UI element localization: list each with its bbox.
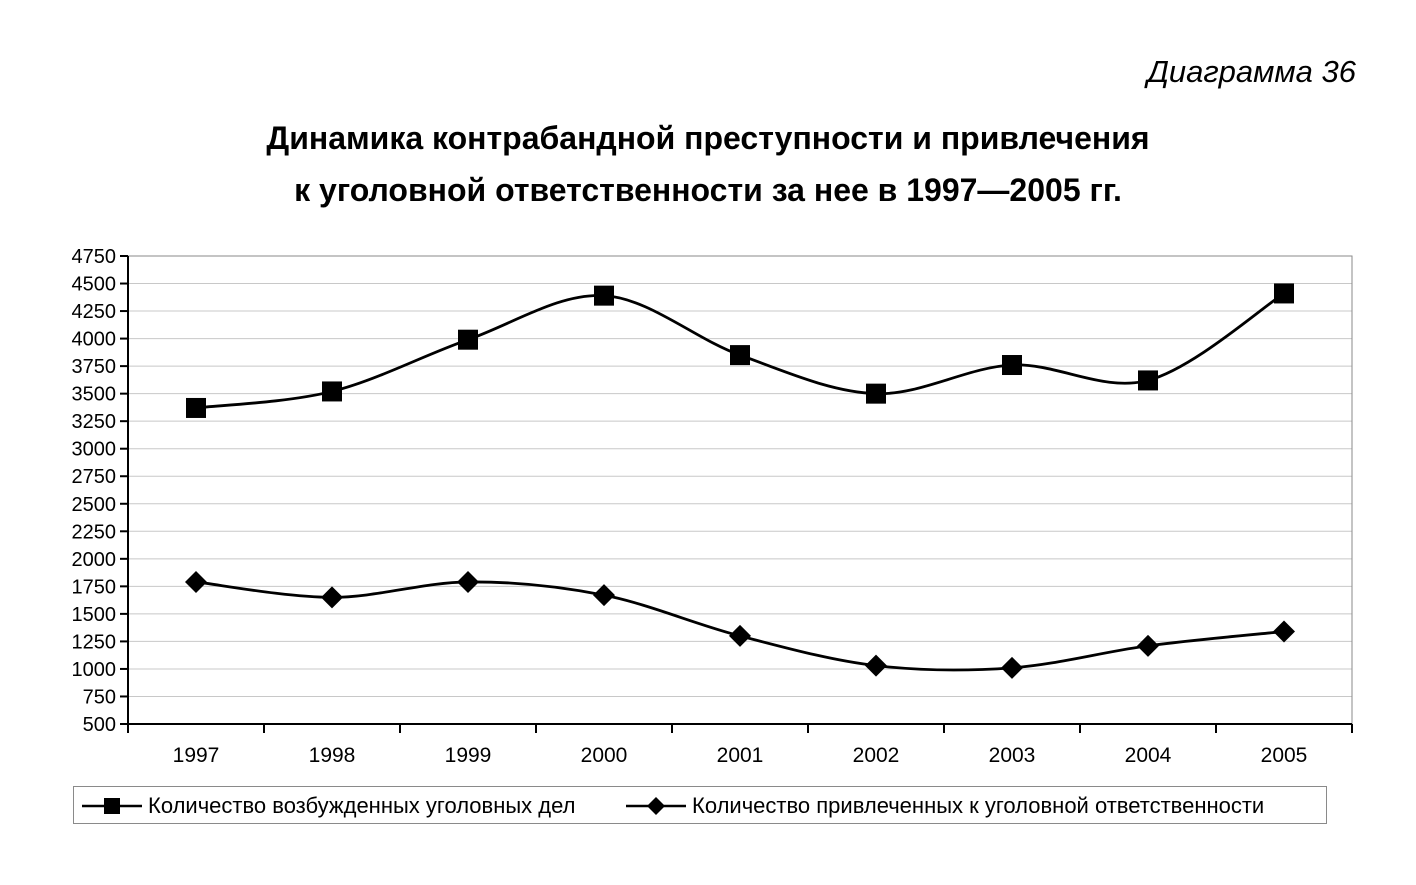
y-tick-label: 3750 <box>72 356 117 378</box>
x-tick-label: 2003 <box>989 744 1036 767</box>
data-point-diamond <box>1137 634 1159 657</box>
chart-title: Динамика контрабандной преступности и пр… <box>0 112 1416 216</box>
diamond-marker-icon <box>626 797 686 815</box>
chart-title-line-1: Динамика контрабандной преступности и пр… <box>266 120 1150 156</box>
y-tick-label: 3250 <box>72 411 117 433</box>
data-point-diamond <box>457 570 479 593</box>
data-point-diamond <box>1273 620 1295 643</box>
figure-label: Диаграмма 36 <box>1147 54 1356 89</box>
y-tick-label: 4250 <box>72 301 117 323</box>
plot-frame <box>127 255 1353 725</box>
legend-label-prosecuted: Количество привлеченных к уголовной отве… <box>692 793 1265 818</box>
legend-item-cases: Количество возбужденных уголовных дел <box>80 787 575 825</box>
data-point-square <box>458 329 478 350</box>
y-tick-label: 2750 <box>72 466 117 488</box>
y-tick-label: 750 <box>83 686 116 708</box>
y-tick-label: 500 <box>83 714 116 736</box>
data-point-square <box>322 381 342 402</box>
y-tick-label: 2500 <box>72 494 117 516</box>
legend-item-prosecuted: Количество привлеченных к уголовной отве… <box>624 787 1264 825</box>
y-tick-label: 2250 <box>72 521 117 543</box>
y-tick-label: 4750 <box>72 246 117 268</box>
x-tick-label: 1999 <box>445 744 492 767</box>
chart-title-line-2: к уголовной ответственности за нее в 199… <box>294 172 1122 208</box>
x-tick-label: 2000 <box>581 744 628 767</box>
x-tick-label: 2002 <box>853 744 900 767</box>
x-tick-label: 2005 <box>1261 744 1308 767</box>
data-point-diamond <box>729 624 751 647</box>
x-tick-label: 1998 <box>309 744 356 767</box>
y-tick-label: 3500 <box>72 384 117 406</box>
x-tick-label: 1997 <box>173 744 220 767</box>
y-tick-label: 4000 <box>72 329 117 351</box>
data-point-square <box>1002 355 1022 376</box>
data-point-diamond <box>865 654 887 677</box>
y-tick-label: 1250 <box>72 631 117 653</box>
data-point-square <box>1274 283 1294 304</box>
data-point-diamond <box>321 586 343 609</box>
square-marker-icon <box>82 798 142 814</box>
data-point-square <box>866 383 886 404</box>
x-tick-label: 2004 <box>1125 744 1172 767</box>
data-point-diamond <box>1001 656 1023 679</box>
y-tick-label: 4500 <box>72 274 117 296</box>
data-point-square <box>730 345 750 366</box>
data-point-square <box>594 285 614 306</box>
x-tick-label: 2001 <box>717 744 764 767</box>
legend-label-cases: Количество возбужденных уголовных дел <box>148 793 576 818</box>
data-point-diamond <box>593 584 615 607</box>
data-point-diamond <box>185 570 207 593</box>
data-point-square <box>186 397 206 418</box>
y-tick-label: 1750 <box>72 576 117 598</box>
data-point-square <box>1138 370 1158 391</box>
legend: Количество возбужденных уголовных дел Ко… <box>73 786 1327 824</box>
y-tick-label: 1500 <box>72 604 117 626</box>
y-tick-label: 1000 <box>72 659 117 681</box>
y-tick-label: 2000 <box>72 549 117 571</box>
y-tick-label: 3000 <box>72 439 117 461</box>
